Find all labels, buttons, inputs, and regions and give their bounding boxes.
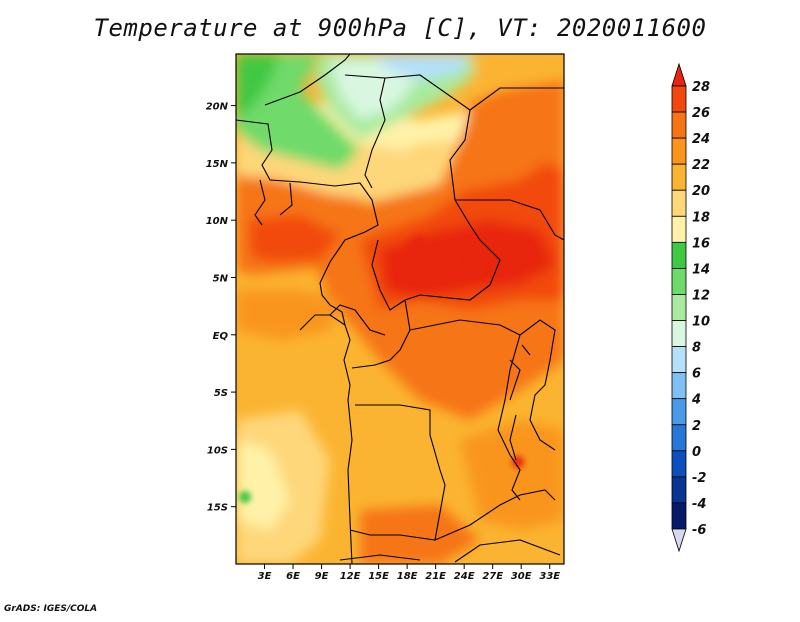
colorbar-label: 4 — [691, 393, 701, 408]
x-tick-label: 15E — [368, 571, 389, 582]
x-tick-label: 3E — [258, 571, 272, 582]
colorbar-swatch — [671, 372, 687, 400]
colorbar-swatch — [671, 320, 687, 347]
map-frame — [235, 53, 565, 565]
y-tick-label: 5S — [214, 388, 228, 399]
x-tick-label: 27E — [482, 571, 503, 582]
colorbar-label: -4 — [692, 497, 706, 512]
colorbar-swatch — [671, 294, 687, 321]
colorbar-label: 16 — [692, 236, 710, 251]
colorbar-swatch — [671, 85, 687, 113]
y-tick-label: 10N — [206, 216, 229, 227]
x-tick-label: 21E — [425, 571, 446, 582]
x-tick-label: 12E — [340, 571, 361, 582]
colorbar-swatch — [671, 215, 687, 243]
colorbar-label: 20 — [692, 184, 710, 199]
colorbar-swatch — [671, 189, 687, 217]
colorbar-label: 8 — [692, 341, 701, 356]
colorbar-label: 0 — [692, 445, 701, 460]
colorbar-label: 14 — [692, 262, 710, 277]
colorbar-swatch — [671, 346, 687, 374]
x-tick-label: 6E — [286, 571, 300, 582]
colorbar-bottom-triangle — [671, 528, 687, 553]
colorbar-label: 18 — [692, 210, 710, 225]
country-borders — [236, 54, 564, 564]
colorbar-swatch — [671, 424, 687, 452]
temperature-field — [236, 54, 564, 564]
colorbar-label: -2 — [692, 471, 706, 486]
y-tick-label: EQ — [213, 331, 229, 342]
x-tick-label: 30E — [511, 571, 532, 582]
colorbar-swatch — [671, 476, 687, 504]
x-tick-label: 33E — [539, 571, 560, 582]
x-tick-label: 9E — [315, 571, 329, 582]
y-tick-label: 20N — [206, 102, 229, 113]
colorbar-top-triangle — [671, 62, 687, 87]
y-axis: 20N 15N 10N 5N EQ 5S 10S 15S — [206, 102, 236, 514]
colorbar-swatch — [671, 241, 687, 269]
colorbar-swatch — [671, 163, 687, 191]
y-tick-label: 15N — [206, 159, 229, 170]
y-tick-label: 5N — [213, 273, 229, 284]
colorbar-swatch — [671, 137, 687, 165]
x-axis: 3E 6E 9E 12E 15E 18E 21E 24E 27E 30E 33E — [258, 564, 560, 582]
y-tick-label: 15S — [207, 503, 228, 514]
colorbar-swatch — [671, 450, 687, 478]
colorbar-swatch — [671, 268, 687, 295]
colorbar-label: 2 — [692, 419, 701, 434]
x-tick-label: 18E — [397, 571, 418, 582]
colorbar-label: 10 — [692, 315, 710, 330]
colorbar-label: 28 — [692, 80, 710, 95]
colorbar-swatch — [671, 502, 687, 530]
colorbar-label: -6 — [692, 523, 706, 538]
grads-credit: GrADS: IGES/COLA — [4, 604, 98, 614]
colorbar-label: 6 — [692, 367, 701, 382]
colorbar-label: 26 — [692, 106, 710, 121]
plot-title: Temperature at 900hPa [C], VT: 202001160… — [93, 14, 707, 42]
colorbar-label: 24 — [692, 132, 710, 147]
x-tick-label: 24E — [454, 571, 475, 582]
colorbar-swatch — [671, 398, 687, 426]
y-tick-label: 10S — [207, 445, 228, 456]
colorbar-label: 12 — [692, 288, 710, 303]
colorbar-swatch — [671, 111, 687, 139]
colorbar-label: 22 — [692, 158, 710, 173]
